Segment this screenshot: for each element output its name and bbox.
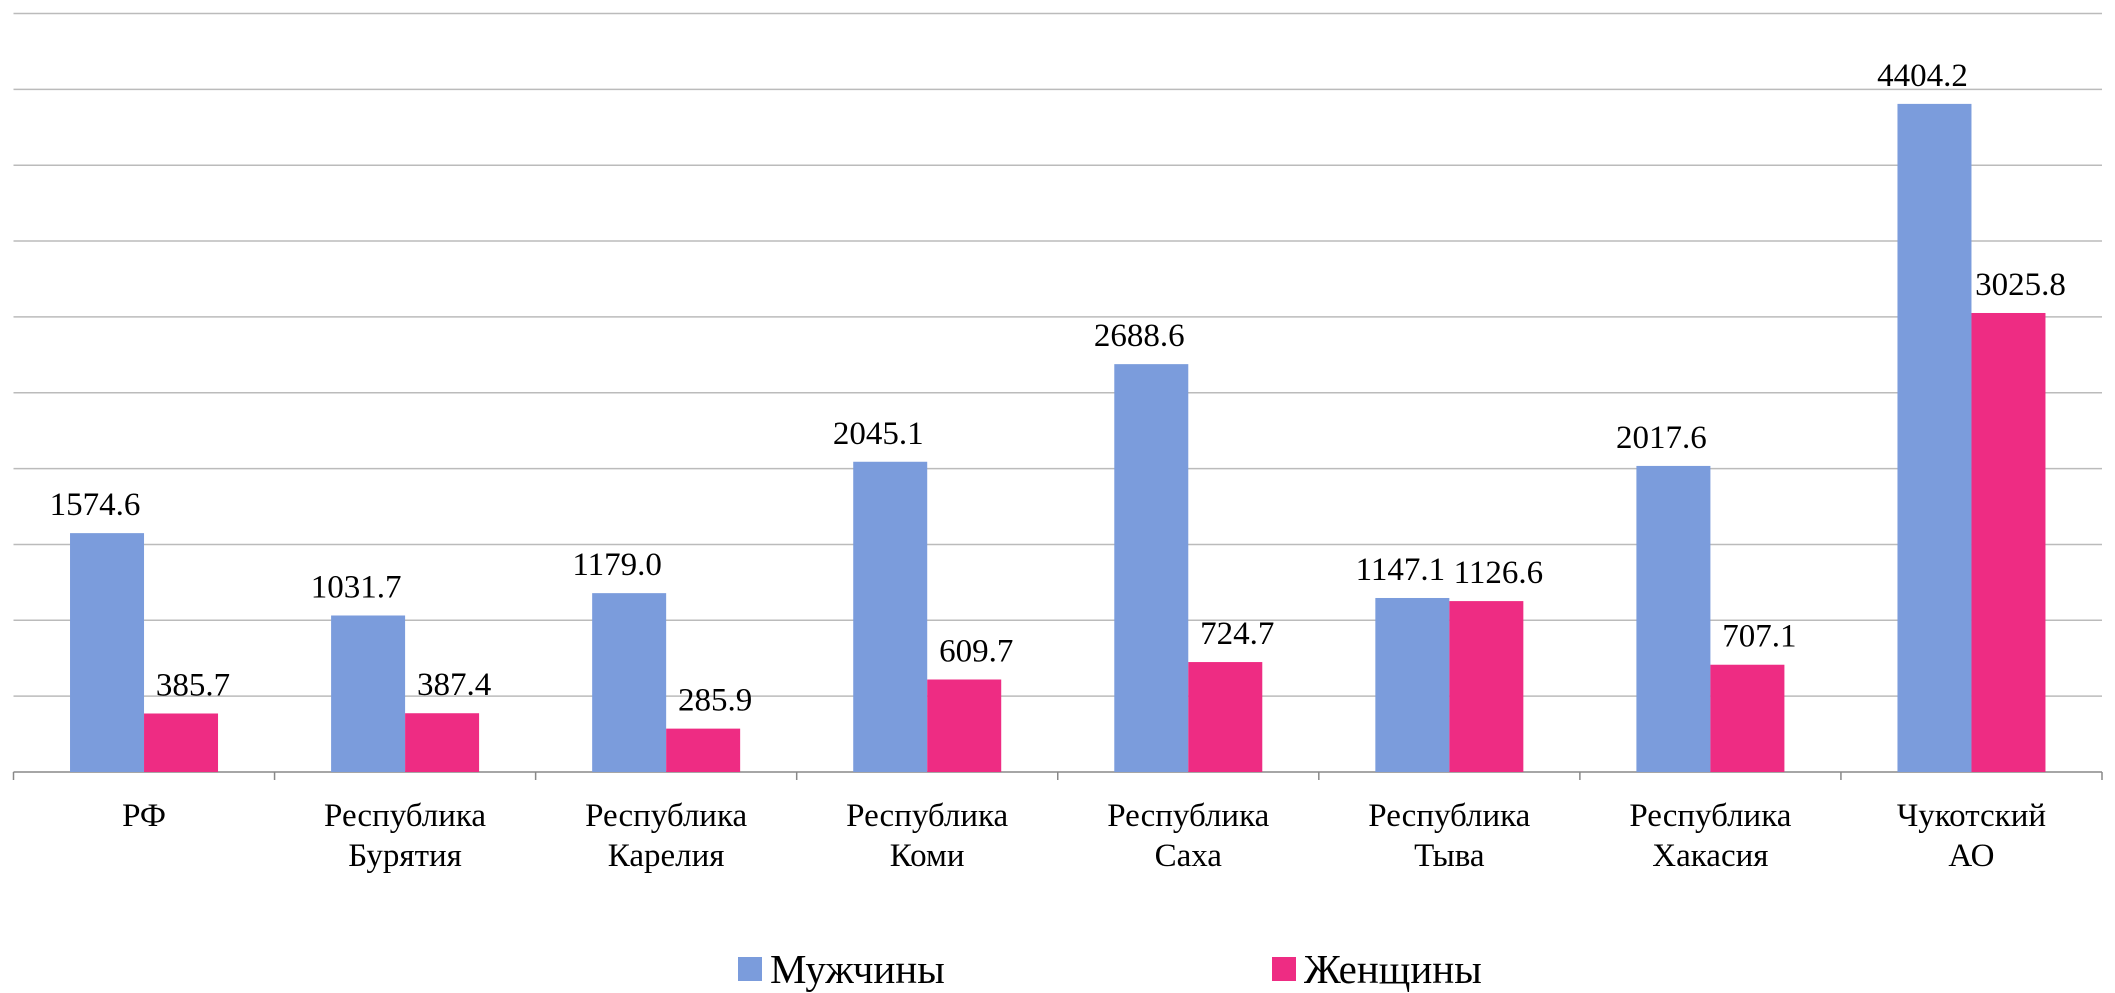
bar bbox=[1636, 465, 1711, 772]
bar bbox=[144, 713, 219, 772]
bar bbox=[927, 679, 1002, 772]
data-label: 385.7 bbox=[156, 667, 230, 703]
data-label: 707.1 bbox=[1722, 619, 1796, 655]
bar bbox=[592, 593, 667, 772]
x-tick-label: Республика Бурятия bbox=[324, 798, 487, 874]
data-label: 1179.0 bbox=[572, 547, 662, 583]
data-label: 4404.2 bbox=[1877, 58, 1968, 94]
bar bbox=[1375, 597, 1450, 772]
bar bbox=[1188, 662, 1263, 772]
bar bbox=[405, 713, 480, 772]
data-label: 3025.8 bbox=[1975, 267, 2066, 303]
legend-label: Женщины bbox=[1304, 946, 1482, 992]
x-tick-label: Республика Саха bbox=[1107, 798, 1270, 874]
data-label: 387.4 bbox=[417, 667, 491, 703]
x-tick-label: Республика Карелия bbox=[585, 798, 748, 874]
data-label: 2017.6 bbox=[1616, 420, 1707, 456]
bar bbox=[1971, 312, 2046, 772]
data-label: 285.9 bbox=[678, 683, 752, 719]
data-label: 1574.6 bbox=[50, 487, 141, 523]
data-label: 724.7 bbox=[1200, 616, 1274, 652]
data-label: 2045.1 bbox=[833, 416, 924, 452]
legend-label: Мужчины bbox=[770, 946, 945, 992]
bar bbox=[331, 615, 406, 772]
bar bbox=[666, 728, 741, 772]
x-tick-label: Республика Хакасия bbox=[1629, 798, 1792, 874]
data-label: 1147.1 bbox=[1356, 552, 1446, 588]
bar bbox=[853, 461, 928, 772]
legend-item: Мужчины bbox=[738, 945, 945, 993]
x-tick-label: Республика Тыва bbox=[1368, 798, 1531, 874]
bar bbox=[70, 533, 145, 772]
data-label: 609.7 bbox=[939, 634, 1013, 670]
data-label: 2688.6 bbox=[1094, 318, 1185, 354]
legend-item: Женщины bbox=[1272, 945, 1482, 993]
bar bbox=[1114, 364, 1189, 772]
legend-swatch bbox=[1272, 957, 1296, 981]
x-tick-label: Республика Коми bbox=[846, 798, 1009, 874]
legend-swatch bbox=[738, 957, 762, 981]
data-label: 1031.7 bbox=[311, 569, 402, 605]
bar bbox=[1710, 664, 1785, 772]
x-tick-label: РФ bbox=[122, 798, 166, 834]
bar bbox=[1449, 601, 1524, 772]
data-label: 1126.6 bbox=[1454, 555, 1544, 591]
bar bbox=[1897, 103, 1972, 772]
x-tick-label: Чукотский АО bbox=[1896, 798, 2047, 874]
